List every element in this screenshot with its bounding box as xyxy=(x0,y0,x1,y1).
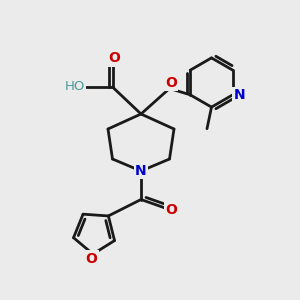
Text: N: N xyxy=(234,88,245,102)
Text: N: N xyxy=(135,164,147,178)
Text: O: O xyxy=(108,52,120,65)
Text: O: O xyxy=(165,76,177,90)
Text: O: O xyxy=(165,203,177,217)
Text: O: O xyxy=(85,251,98,266)
Text: HO: HO xyxy=(65,80,85,94)
